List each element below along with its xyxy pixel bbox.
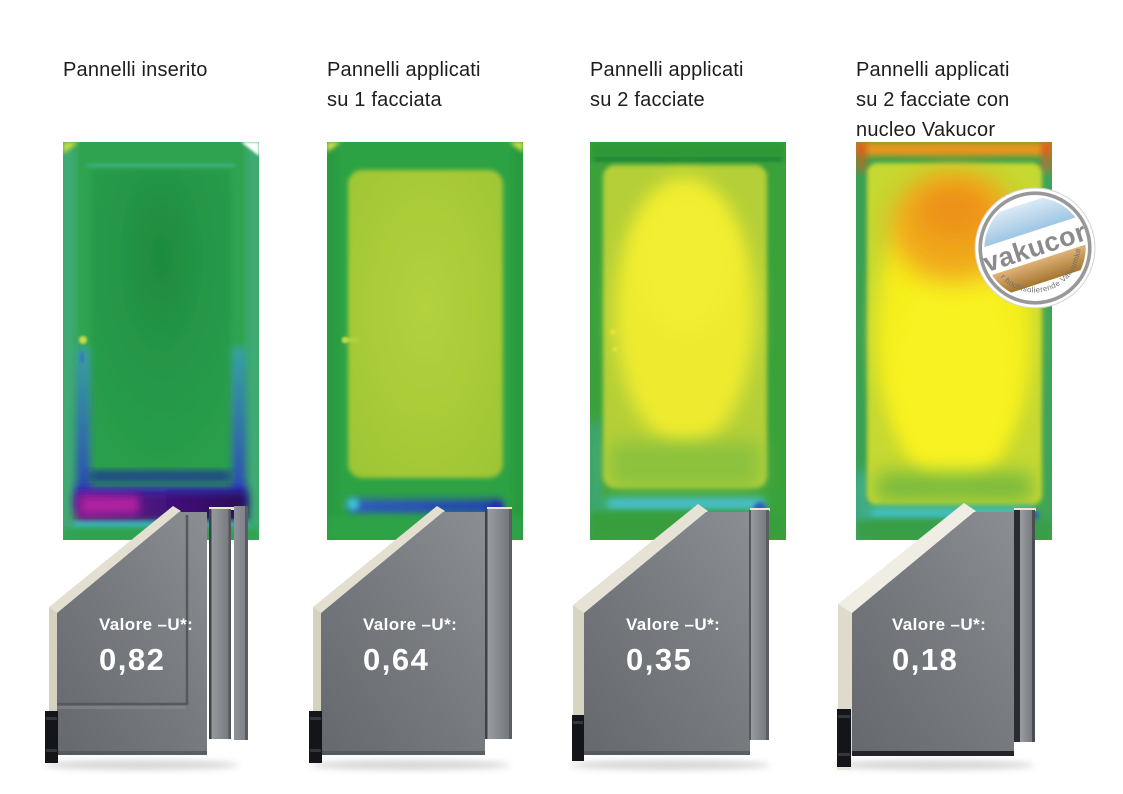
column-3: Pannelli applicati su 2 facciate <box>570 55 786 794</box>
thermal-image-panel-inserted <box>63 142 259 540</box>
thermal-image-two-faces <box>590 142 786 540</box>
u-value: 0,18 <box>892 642 959 677</box>
column-title: Pannelli applicati su 1 facciata <box>327 59 481 111</box>
thermal-image-one-face <box>327 142 523 540</box>
panel-cross-section-2: Valore –U*: 0,64 <box>305 503 515 775</box>
u-value-label: Valore –U*: <box>626 615 721 634</box>
u-value-label: Valore –U*: <box>99 615 194 634</box>
u-value: 0,64 <box>363 642 430 677</box>
panel-cross-section-4: Valore –U*: 0,18 <box>834 503 1044 775</box>
column-2: Pannelli applicati su 1 facciata <box>309 55 523 794</box>
panel-cross-section-3: Valore –U*: 0,35 <box>568 503 778 775</box>
u-value: 0,82 <box>99 642 166 677</box>
u-value-label: Valore –U*: <box>892 615 987 634</box>
u-value-label: Valore –U*: <box>363 615 458 634</box>
column-title: Pannelli applicati su 2 facciate <box>590 59 744 111</box>
column-title: Pannelli inserito <box>63 59 208 81</box>
column-title: Pannelli applicati su 2 facciate con nuc… <box>856 59 1010 141</box>
column-4: Pannelli applicati su 2 facciate con nuc… <box>834 55 1052 794</box>
vakucor-badge: vakucor Der hochisolierende Vakuumkern <box>973 186 1097 310</box>
u-value: 0,35 <box>626 642 693 677</box>
panel-cross-section-1: Valore –U*: 0,82 <box>41 503 251 775</box>
column-1: Pannelli inserito <box>43 55 259 794</box>
